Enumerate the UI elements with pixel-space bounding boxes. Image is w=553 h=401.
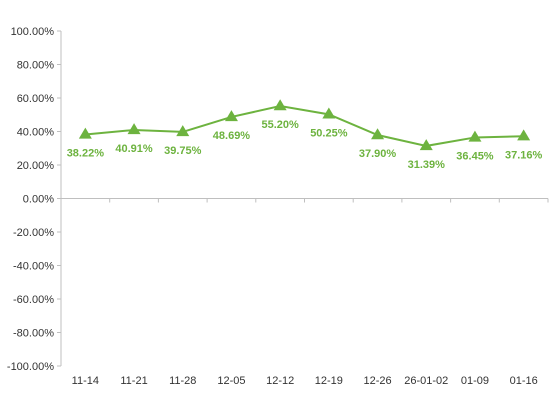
x-tick-label: 11-28: [169, 375, 196, 387]
x-tick-label: 12-12: [266, 375, 294, 387]
data-point-marker: [224, 110, 238, 122]
data-point-marker: [176, 125, 190, 137]
y-tick-label: -60.00%: [13, 294, 54, 306]
y-tick-label: -100.00%: [7, 361, 54, 373]
x-tick-label: 01-09: [461, 375, 489, 387]
y-axis-ticks: 100.00% 80.00% 60.00% 40.00% 20.00% 0.00% -20.…: [7, 26, 61, 373]
y-tick-label: 60.00%: [17, 93, 55, 105]
y-tick-label: -20.00%: [13, 227, 54, 239]
x-tick-label: 11-14: [72, 375, 99, 387]
data-label: 50.25%: [310, 127, 348, 139]
y-tick-label: 100.00%: [11, 26, 55, 38]
data-labels: 38.22% 40.91% 39.75% 48.69% 55.20% 50.25% 37.9…: [67, 119, 543, 171]
x-tick-label: 11-21: [120, 375, 147, 387]
x-tick-label: 12-05: [217, 375, 245, 387]
data-label: 37.90%: [359, 148, 397, 160]
data-point-marker: [273, 99, 287, 111]
y-tick-label: -80.00%: [13, 328, 54, 340]
data-label: 31.39%: [408, 159, 446, 171]
y-tick-label: 0.00%: [23, 194, 54, 206]
data-point-marker: [517, 129, 531, 141]
x-tick-label: 01-16: [510, 375, 538, 387]
data-label: 55.20%: [261, 119, 299, 131]
y-tick-label: 20.00%: [17, 160, 55, 172]
data-point-marker: [322, 107, 336, 119]
x-tick-label: 26-01-02: [404, 375, 448, 387]
data-point-marker: [468, 130, 482, 142]
y-tick-label: 40.00%: [17, 127, 55, 139]
data-point-marker: [78, 127, 92, 139]
data-label: 36.45%: [456, 150, 494, 162]
series-group: [78, 99, 531, 151]
x-axis-ticks: 11-14 11-21 11-28 12-05 12-12 12-19 12-26 26-01…: [60, 198, 549, 387]
data-label: 48.69%: [213, 130, 251, 142]
y-tick-label: 80.00%: [17, 60, 55, 72]
x-tick-label: 12-26: [363, 375, 391, 387]
data-label: 40.91%: [115, 143, 153, 155]
data-label: 39.75%: [164, 145, 202, 157]
data-label: 38.22%: [67, 147, 105, 159]
x-tick-label: 12-19: [315, 375, 343, 387]
data-label: 37.16%: [505, 149, 543, 161]
data-point-marker: [371, 128, 385, 140]
data-point-marker: [419, 139, 433, 151]
data-point-marker: [127, 123, 141, 135]
series-line: [85, 105, 524, 147]
y-tick-label: -40.00%: [13, 261, 54, 273]
